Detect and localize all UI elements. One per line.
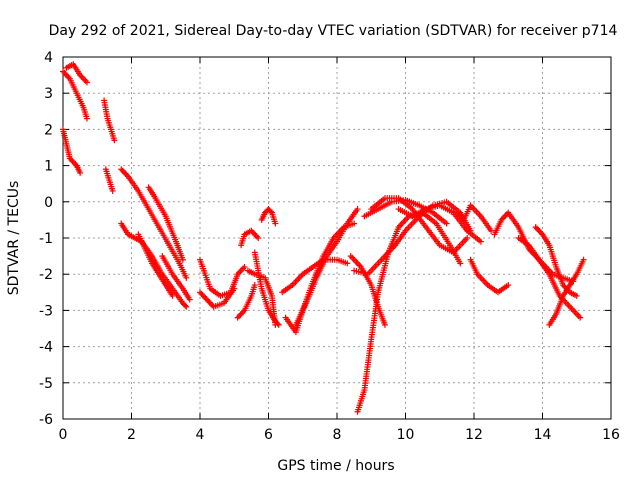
series-arc-e <box>102 166 116 194</box>
series-arc-p <box>258 206 279 227</box>
series-arc-c <box>60 126 84 176</box>
series-arc-l <box>197 285 238 310</box>
x-tick-label: 12 <box>465 427 483 443</box>
chart-title: Day 292 of 2021, Sidereal Day-to-day VTE… <box>49 23 618 39</box>
data-point <box>241 263 248 270</box>
data-point <box>231 285 238 292</box>
data-point <box>83 79 90 86</box>
data-point <box>182 302 189 309</box>
series-arc-ae <box>532 224 580 299</box>
y-tick-label: 0 <box>44 195 53 211</box>
series-arc-a <box>60 68 90 122</box>
series-arc-z <box>395 202 484 245</box>
data-point <box>251 282 258 289</box>
data-point <box>272 220 279 227</box>
series-arc-f <box>118 166 190 281</box>
x-tick-label: 2 <box>127 427 136 443</box>
series-arc-y <box>368 195 471 256</box>
data-point <box>443 220 450 227</box>
series-arc-o <box>251 249 282 328</box>
x-tick-label: 10 <box>397 427 415 443</box>
series-arc-m <box>238 227 262 249</box>
data-point <box>573 292 580 299</box>
data-point <box>577 314 584 321</box>
data-point <box>183 274 190 281</box>
data-point <box>186 296 193 303</box>
data-point <box>354 206 361 213</box>
series-arc-d <box>101 97 118 144</box>
x-tick-label: 6 <box>264 427 273 443</box>
data-point <box>274 320 281 327</box>
series-arc-aa <box>467 256 512 296</box>
data-point <box>111 137 118 144</box>
x-tick-label: 16 <box>602 427 620 443</box>
y-tick-label: 3 <box>44 86 53 102</box>
y-tick-label: -2 <box>39 267 53 283</box>
data-point <box>109 187 116 194</box>
data-points <box>60 61 587 415</box>
data-point <box>381 321 388 328</box>
series-arc-i <box>135 231 176 299</box>
y-tick-label: -4 <box>39 340 53 356</box>
series-arc-q <box>234 282 258 321</box>
data-point <box>477 238 484 245</box>
data-point <box>344 260 351 267</box>
series-arc-t <box>292 206 361 328</box>
data-point <box>275 321 282 328</box>
data-point <box>505 282 512 289</box>
data-point <box>351 220 358 227</box>
series-arc-j <box>159 253 193 303</box>
series-arc-x <box>361 196 450 227</box>
y-tick-label: -5 <box>39 376 53 392</box>
data-point <box>83 115 90 122</box>
y-tick-label: 4 <box>44 50 53 66</box>
series-arc-ac <box>515 235 584 321</box>
y-tick-label: -1 <box>39 231 53 247</box>
y-tick-label: 2 <box>44 122 53 138</box>
data-point <box>179 256 186 263</box>
data-point <box>580 256 587 263</box>
series-arc-af <box>453 202 495 234</box>
data-point <box>457 260 464 267</box>
y-axis-label: SDTVAR / TECUs <box>6 181 22 296</box>
x-tick-label: 0 <box>59 427 68 443</box>
data-point <box>183 303 190 310</box>
data-point <box>464 235 471 241</box>
data-point <box>488 227 495 234</box>
y-tick-label: -3 <box>39 303 53 319</box>
x-tick-label: 8 <box>333 427 342 443</box>
series-arc-ad <box>546 256 587 328</box>
x-tick-label: 14 <box>534 427 552 443</box>
x-tick-label: 4 <box>196 427 205 443</box>
data-point <box>77 169 84 176</box>
data-point <box>255 235 262 241</box>
series-arc-g <box>145 184 186 263</box>
data-point <box>267 208 274 215</box>
y-tick-label: 1 <box>44 159 53 175</box>
x-axis-label: GPS time / hours <box>277 458 394 474</box>
series-arc-b <box>63 61 90 86</box>
data-point <box>169 292 176 299</box>
y-tick-label: -6 <box>39 412 53 428</box>
